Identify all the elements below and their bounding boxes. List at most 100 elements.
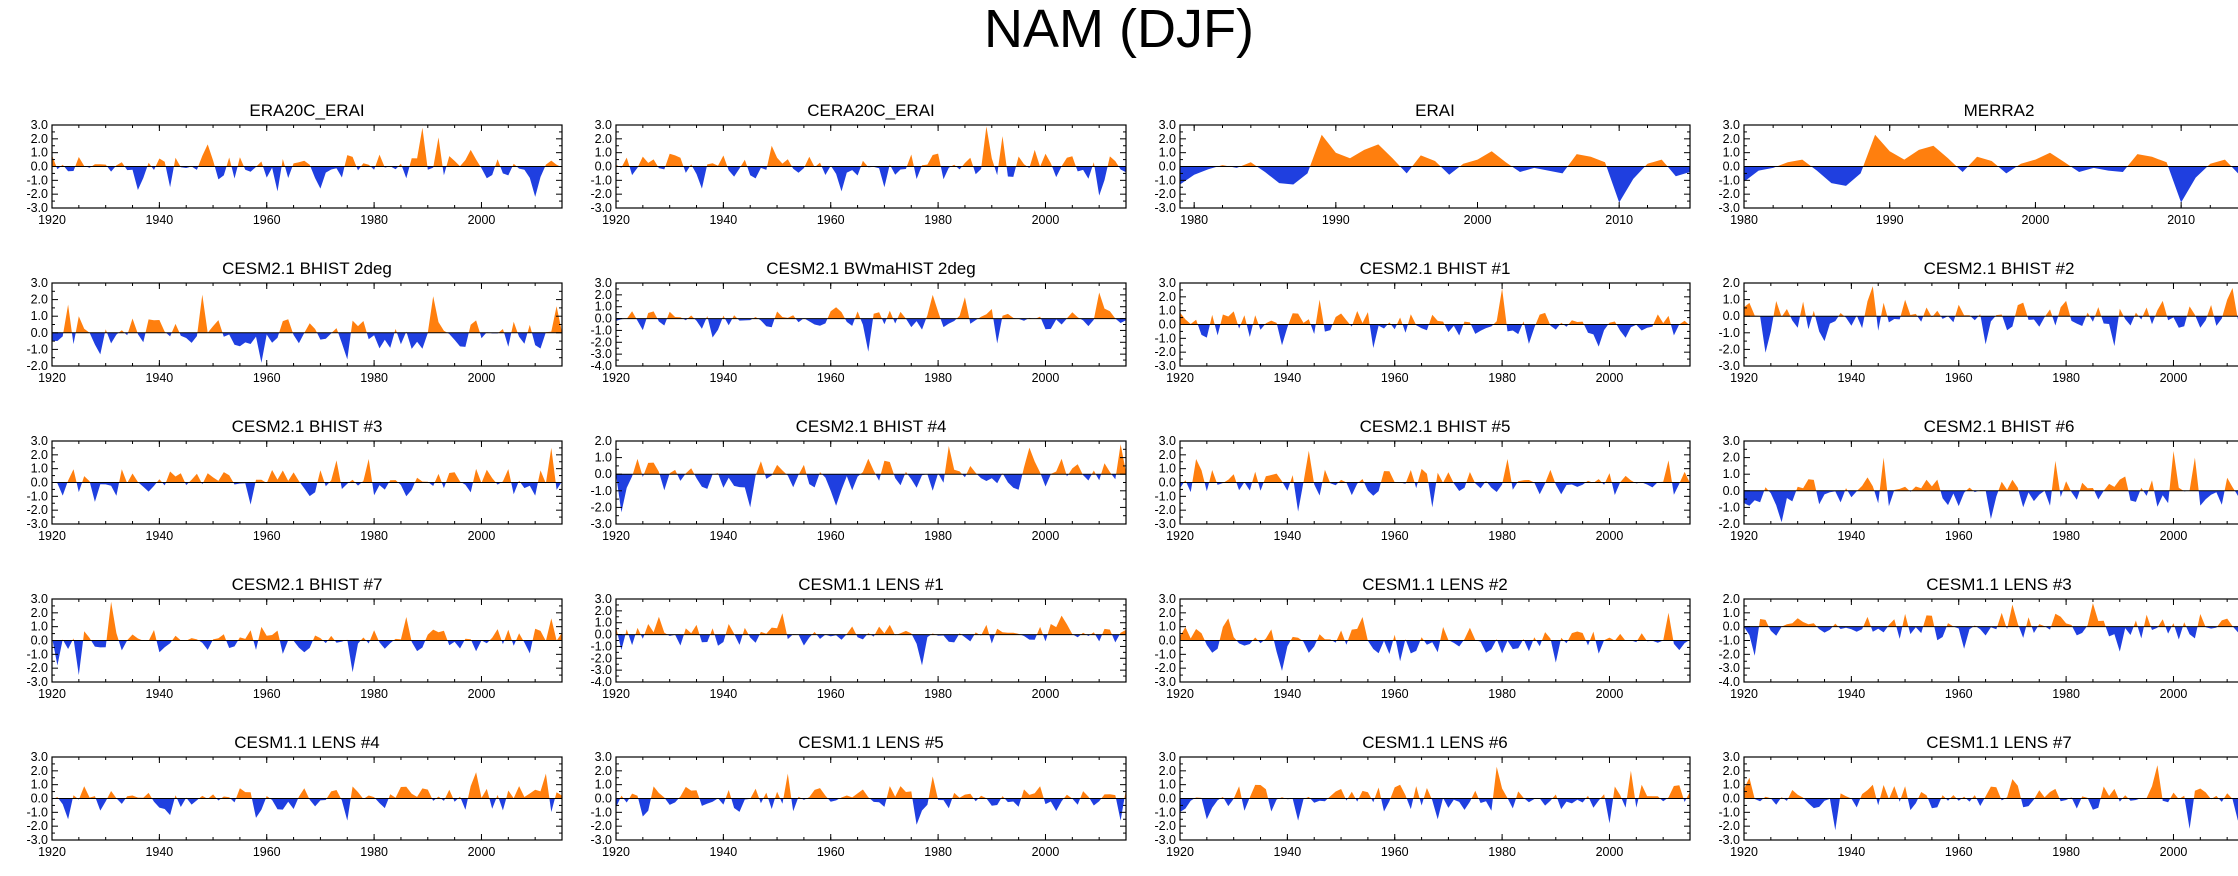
y-tick-label: -1.0: [26, 805, 48, 819]
panel-title: CESM1.1 LENS #2: [1362, 575, 1508, 594]
y-tick-label: -3.0: [1718, 833, 1740, 847]
y-tick-label: 3.0: [1723, 750, 1740, 764]
y-tick-label: -2.0: [1718, 647, 1740, 661]
y-tick-label: -2.0: [1154, 819, 1176, 833]
y-tick-label: -3.0: [1154, 833, 1176, 847]
x-tick-label: 1920: [1166, 371, 1194, 385]
y-tick-label: 2.0: [1159, 448, 1176, 462]
y-tick-label: -1.0: [590, 323, 612, 337]
y-tick-label: -3.0: [26, 833, 48, 847]
y-tick-label: -2.0: [26, 661, 48, 675]
x-tick-label: 1960: [253, 213, 281, 227]
panel-title: CESM2.1 BHIST #5: [1360, 417, 1511, 436]
x-tick-label: 1980: [360, 371, 388, 385]
y-tick-label: -2.0: [590, 335, 612, 349]
x-tick-label: 2000: [2160, 371, 2188, 385]
y-tick-label: 1.0: [31, 146, 48, 160]
negative-area: [52, 332, 562, 363]
y-tick-label: 1.0: [1723, 467, 1740, 481]
x-tick-label: 1920: [38, 371, 66, 385]
x-tick-label: 2000: [1032, 845, 1060, 859]
y-tick-label: 0.0: [595, 312, 612, 326]
y-tick-label: -1.0: [1154, 647, 1176, 661]
negative-area: [1744, 490, 2238, 523]
y-tick-label: -1.0: [590, 639, 612, 653]
y-tick-label: 0.0: [1723, 160, 1740, 174]
x-tick-label: 1990: [1876, 213, 1904, 227]
y-tick-label: 0.0: [595, 467, 612, 481]
y-tick-label: 2.0: [1159, 764, 1176, 778]
y-tick-label: 1.0: [1159, 620, 1176, 634]
y-tick-label: -1.0: [590, 173, 612, 187]
y-tick-label: -3.0: [1718, 359, 1740, 373]
y-tick-label: 0.0: [595, 792, 612, 806]
x-tick-label: 2000: [1032, 371, 1060, 385]
plot-frame: [615, 598, 1127, 683]
x-tick-label: 1980: [1488, 687, 1516, 701]
x-tick-label: 1980: [360, 213, 388, 227]
panel-16: CESM1.1 LENS #3 -4.0-3.0-2.0-1.00.01.02.0…: [1718, 575, 2238, 701]
x-tick-label: 1960: [1945, 687, 1973, 701]
y-tick-label: 2.0: [1723, 132, 1740, 146]
x-tick-label: 1960: [253, 687, 281, 701]
main-title: NAM (DJF): [984, 0, 1254, 59]
y-tick-label: -4.0: [590, 359, 612, 373]
x-tick-label: 1920: [602, 687, 630, 701]
y-tick-label: -2.0: [1718, 342, 1740, 356]
x-tick-label: 1920: [38, 529, 66, 543]
panel-8: CESM2.1 BHIST #2 -3.0 -2.0 -1.0 0.0 1.0 2.0 192…: [1718, 259, 2238, 385]
y-tick-label: 2.0: [1723, 276, 1740, 290]
x-tick-label: 1920: [602, 845, 630, 859]
y-tick-label: -1.0: [26, 342, 48, 356]
panel-title: ERAI: [1415, 101, 1455, 120]
panel-title: CESM2.1 BHIST 2deg: [222, 259, 392, 278]
y-tick-label: -1.0: [1154, 489, 1176, 503]
y-tick-label: 3.0: [1723, 118, 1740, 132]
x-tick-label: 1940: [709, 529, 737, 543]
positive-area: [1744, 451, 2238, 491]
x-tick-label: 2000: [1596, 845, 1624, 859]
x-tick-label: 1960: [817, 371, 845, 385]
negative-area: [616, 798, 1126, 825]
y-tick-label: -3.0: [26, 517, 48, 531]
negative-area: [1744, 316, 2238, 353]
y-tick-label: -3.0: [1154, 517, 1176, 531]
y-tick-label: -4.0: [1718, 675, 1740, 689]
panel-20: CESM1.1 LENS #7 -3.0-2.0-1.00.01.02.03.0 1…: [1718, 733, 2238, 859]
x-tick-label: 2000: [2160, 529, 2188, 543]
plot-frame: [51, 282, 563, 367]
panel-title: CESM1.1 LENS #3: [1926, 575, 2072, 594]
y-tick-label: 0.0: [1723, 792, 1740, 806]
y-tick-label: -2.0: [26, 187, 48, 201]
x-tick-label: 1940: [1273, 529, 1301, 543]
x-tick-label: 1920: [1730, 529, 1758, 543]
negative-area: [52, 640, 562, 676]
y-tick-label: -1.0: [1154, 331, 1176, 345]
y-tick-label: 3.0: [595, 750, 612, 764]
y-tick-label: 3.0: [1723, 434, 1740, 448]
negative-area: [52, 166, 562, 197]
x-tick-label: 1940: [145, 213, 173, 227]
y-tick-label: 2.0: [31, 448, 48, 462]
y-tick-label: -1.0: [26, 489, 48, 503]
y-tick-label: -1.0: [1718, 326, 1740, 340]
panel-3: ERAI -3.0-2.0-1.00.01.02.03.0 1980 1990 2000…: [1154, 101, 1691, 227]
y-tick-label: 2.0: [1159, 290, 1176, 304]
y-tick-label: -3.0: [1154, 201, 1176, 215]
y-tick-label: -3.0: [590, 517, 612, 531]
positive-area: [52, 127, 562, 167]
panel-title: CERA20C_ERAI: [807, 101, 935, 120]
x-tick-label: 1920: [1166, 529, 1194, 543]
positive-area: [616, 613, 1126, 635]
y-tick-label: 1.0: [595, 300, 612, 314]
x-tick-label: 1960: [253, 845, 281, 859]
y-tick-label: 0.0: [1723, 620, 1740, 634]
x-tick-label: 2000: [2022, 213, 2050, 227]
x-tick-label: 1960: [1381, 529, 1409, 543]
y-tick-label: 3.0: [31, 434, 48, 448]
x-tick-label: 2000: [1596, 371, 1624, 385]
x-tick-label: 1920: [1730, 687, 1758, 701]
y-tick-label: -2.0: [590, 819, 612, 833]
panel-11: CESM2.1 BHIST #5 -3.0-2.0-1.00.01.02.03.0…: [1154, 417, 1691, 543]
